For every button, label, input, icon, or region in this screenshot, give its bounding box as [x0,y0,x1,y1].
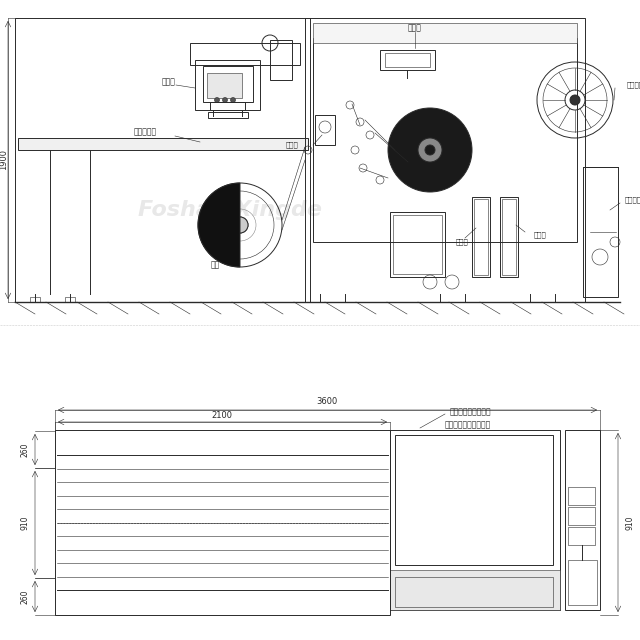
Bar [502,199,516,275]
Bar [390,212,445,277]
Circle shape [570,95,580,105]
Bar [190,43,300,65]
Bar [65,297,75,302]
Bar [568,487,595,505]
Wedge shape [198,183,240,267]
Text: 910: 910 [20,516,29,531]
Text: 3600: 3600 [316,397,338,406]
Circle shape [425,145,435,155]
Text: 打印头: 打印头 [408,24,422,33]
Bar [472,197,490,277]
Bar [393,215,442,274]
Text: Foshan Xingde: Foshan Xingde [138,200,322,220]
Bar [568,507,595,525]
Bar [207,73,242,98]
Bar [390,570,560,610]
Bar [203,66,253,102]
Circle shape [214,97,220,102]
Bar [568,560,597,605]
Circle shape [388,108,472,192]
Bar [474,199,488,275]
Bar [395,435,553,565]
Bar [55,430,390,615]
Bar [195,60,260,110]
Bar [305,18,585,302]
Bar [315,115,335,145]
Bar [583,167,618,297]
Text: 托于摆放台: 托于摆放台 [133,127,157,136]
Circle shape [418,138,442,162]
Text: 电源（三相五线制）: 电源（三相五线制） [450,408,492,417]
Text: 放卷: 放卷 [211,260,220,269]
Text: 放料收卷: 放料收卷 [627,82,640,88]
Circle shape [232,217,248,233]
Text: 260: 260 [20,443,29,457]
Bar [565,430,600,610]
Text: 冷却水（进、出）气源: 冷却水（进、出）气源 [445,420,492,429]
Bar [380,50,435,70]
Bar [18,138,308,150]
Bar [390,430,560,610]
Bar [208,112,248,118]
Circle shape [223,97,227,102]
Text: 2100: 2100 [211,412,232,420]
Text: 纵封刀: 纵封刀 [456,239,468,245]
Bar [313,38,577,242]
Bar [210,102,245,110]
Bar [568,527,595,545]
Bar [395,577,553,607]
Text: 910: 910 [625,516,634,531]
Text: 成品输送: 成品输送 [625,196,640,204]
Text: 260: 260 [20,589,29,604]
Circle shape [230,97,236,102]
Text: 光电眼: 光电眼 [285,141,298,148]
Bar [500,197,518,277]
Bar [30,297,40,302]
Bar [385,53,430,67]
Bar [270,40,292,80]
Text: 控制柜: 控制柜 [161,77,175,86]
Bar [15,18,310,302]
Bar [313,23,577,43]
Text: 横封刀: 横封刀 [534,232,547,238]
Text: 1900: 1900 [0,150,8,170]
